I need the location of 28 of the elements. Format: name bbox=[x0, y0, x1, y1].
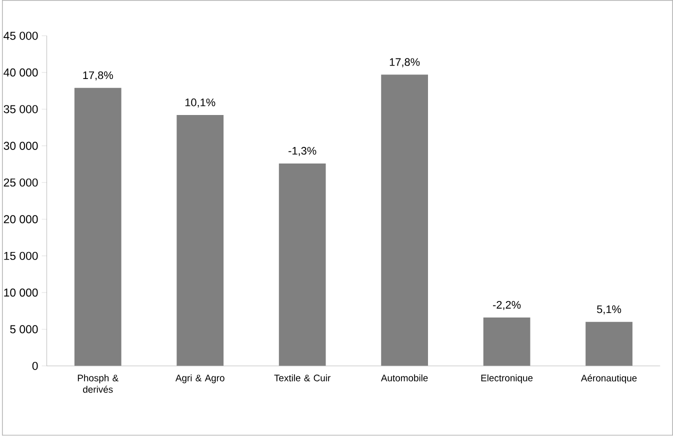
y-tick-label: 30 000 bbox=[4, 142, 38, 150]
annotation: 17,8% bbox=[390, 58, 420, 68]
x-tick-label: Textile & Cuir bbox=[274, 374, 330, 382]
annotation: 5,1% bbox=[597, 306, 622, 315]
annotation: -2,2% bbox=[493, 301, 521, 310]
annotation: -1,3% bbox=[288, 147, 316, 156]
bar bbox=[586, 322, 632, 366]
x-tick-label: Aéronautique bbox=[580, 374, 637, 384]
x-tick-label: Agri & Agro bbox=[175, 374, 224, 384]
y-tick-label: 10 000 bbox=[4, 288, 38, 297]
y-tick-label: 35 000 bbox=[4, 105, 38, 114]
bar bbox=[381, 74, 428, 366]
x-tick-label: Electronique bbox=[481, 374, 533, 384]
y-tick-label: 5 000 bbox=[10, 325, 38, 334]
bar bbox=[74, 88, 122, 366]
y-tick-label: 0 bbox=[32, 362, 38, 370]
y-tick-label: 15 000 bbox=[4, 252, 38, 260]
y-tick-label: 40 000 bbox=[4, 68, 38, 77]
x-tick-label: Automobile bbox=[380, 374, 428, 382]
y-tick-label: 20 000 bbox=[4, 215, 38, 224]
annotation: 10,1% bbox=[185, 98, 216, 108]
bar bbox=[483, 318, 530, 366]
y-tick-label: 25 000 bbox=[4, 178, 38, 187]
bar bbox=[176, 115, 224, 366]
y-tick-label: 45 000 bbox=[4, 32, 38, 40]
x-tick-label: Phosph & derivés bbox=[78, 374, 118, 393]
bar bbox=[278, 164, 326, 366]
annotation: 17,8% bbox=[83, 72, 113, 81]
